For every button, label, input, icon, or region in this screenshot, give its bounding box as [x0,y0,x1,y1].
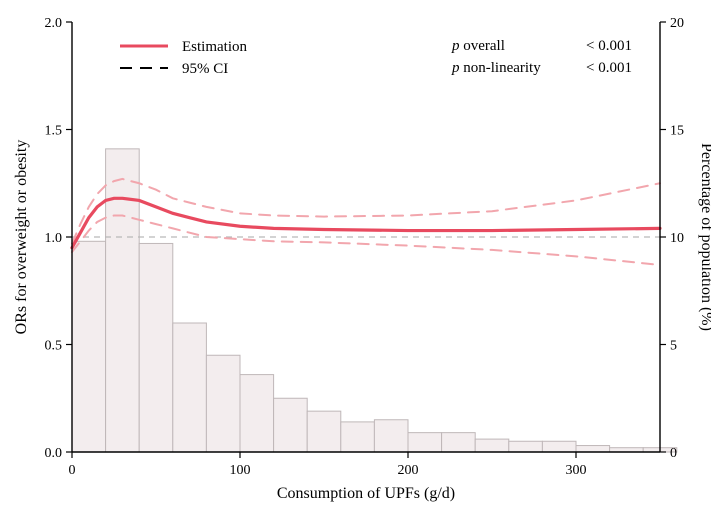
histogram-bar [307,411,341,452]
y-right-tick-label: 15 [670,124,684,139]
x-tick-label: 200 [398,463,419,478]
histogram-bar [341,422,375,452]
x-axis-title: Consumption of UPFs (g/d) [277,485,455,502]
histogram-bar [173,323,207,452]
y-right-tick-label: 0 [670,446,677,461]
histogram-bar [139,243,173,452]
y-left-tick-label: 1.5 [45,124,63,139]
histogram-bar [442,433,476,452]
histogram-bar [274,398,308,452]
p-annotation: p overall [451,38,505,54]
histogram-bar [106,149,140,452]
chart-container: 0100200300Consumption of UPFs (g/d)0.00.… [0,0,711,511]
histogram-bar [475,439,509,452]
histogram-bar [240,375,274,452]
histogram-bar [542,441,576,452]
y-right-tick-label: 20 [670,16,684,31]
y-right-axis-title: Percentage of population (%) [698,143,711,331]
legend-estimation-text: Estimation [182,39,247,55]
y-left-tick-label: 1.0 [45,231,63,246]
y-right-tick-label: 10 [670,231,684,246]
histogram-bar [374,420,408,452]
histogram-bar [509,441,543,452]
y-left-tick-label: 0.0 [45,446,63,461]
x-tick-label: 300 [566,463,587,478]
histogram-bar [206,355,240,452]
x-tick-label: 100 [230,463,251,478]
histogram-bar [576,446,610,452]
x-tick-label: 0 [69,463,76,478]
histogram-bar [408,433,442,452]
p-annotation-value: < 0.001 [586,38,632,54]
chart-svg: 0100200300Consumption of UPFs (g/d)0.00.… [0,0,711,511]
p-annotation: p non-linearity [451,60,541,76]
y-right-tick-label: 5 [670,339,677,354]
y-left-tick-label: 0.5 [45,339,63,354]
legend-ci-text: 95% CI [182,61,228,77]
histogram-bar [72,241,106,452]
p-annotation-value: < 0.001 [586,60,632,76]
y-left-axis-title: ORs for overweight or obesity [13,140,30,335]
y-left-tick-label: 2.0 [45,16,63,31]
